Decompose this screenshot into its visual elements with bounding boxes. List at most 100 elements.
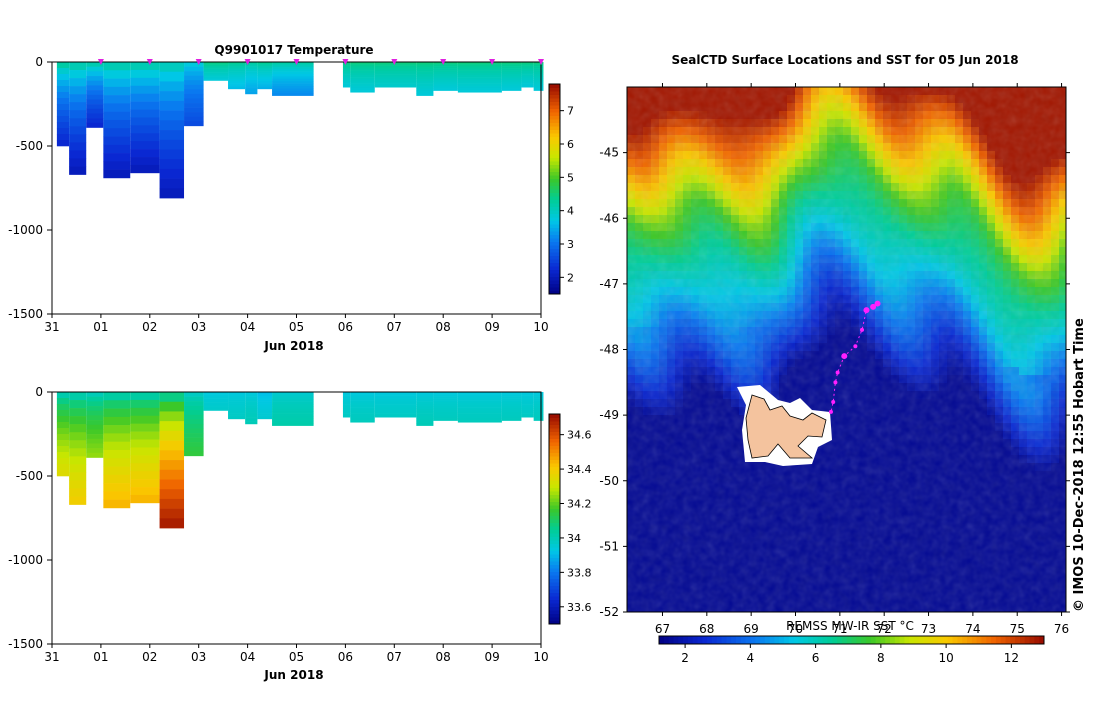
section-cell — [457, 79, 502, 82]
colorbar-segment — [549, 199, 560, 204]
section-cell — [433, 68, 458, 71]
colorbar-segment — [549, 280, 560, 284]
section-cell — [69, 150, 87, 159]
section-cell — [521, 63, 534, 66]
section-cell — [245, 403, 258, 406]
colorbar-segment — [549, 182, 560, 186]
section-cell — [228, 415, 246, 418]
section-cell — [501, 78, 522, 81]
section-cell — [533, 402, 544, 405]
sst-colorbar-segment — [678, 636, 684, 644]
section-cell — [521, 78, 534, 81]
colorbar-segment — [549, 112, 560, 116]
section-cell — [350, 411, 375, 414]
sst-colorbar-segment — [813, 636, 819, 644]
section-cell — [342, 406, 351, 409]
section-cell — [69, 118, 87, 127]
sst-colorbar-segment — [976, 636, 982, 644]
sst-colorbar-segment — [702, 636, 708, 644]
section-cell — [374, 63, 417, 66]
section-cell — [501, 68, 522, 71]
section-cell — [350, 404, 375, 408]
colorbar-segment — [549, 533, 560, 537]
section-cell — [103, 441, 131, 451]
section-cell — [159, 450, 185, 461]
section-cell — [416, 401, 434, 405]
colorbar-segment — [549, 122, 560, 127]
section-cell — [342, 69, 351, 72]
x-tick-label: 08 — [436, 650, 451, 664]
section-cell — [342, 408, 351, 411]
section-cell — [257, 416, 273, 420]
section-cell — [272, 418, 314, 422]
sst-colorbar-segment — [1005, 636, 1011, 644]
section-cell — [433, 62, 458, 65]
section-cell — [56, 470, 70, 477]
section-cell — [130, 109, 160, 118]
section-cell — [130, 399, 160, 409]
lat-tick-label: -52 — [599, 605, 619, 619]
section-cell — [521, 401, 534, 404]
sst-colorbar-segment — [1019, 636, 1026, 644]
section-cell — [159, 421, 185, 432]
sst-colorbar-segment — [971, 636, 978, 644]
colorbar-segment — [549, 276, 560, 281]
sst-colorbar-segment — [904, 636, 910, 644]
track-point — [835, 370, 840, 375]
section-cell — [501, 392, 522, 395]
sst-colorbar-segment — [885, 636, 891, 644]
colorbar-segment — [549, 610, 560, 614]
section-cell — [69, 94, 87, 103]
section-cell — [416, 413, 434, 417]
section-cell — [228, 413, 246, 416]
section-cell — [433, 84, 458, 87]
sst-colorbar-segment — [659, 636, 665, 644]
section-cell — [69, 166, 87, 175]
section-cell — [457, 64, 502, 67]
section-cell — [203, 406, 229, 409]
map-title: SealCTD Surface Locations and SST for 05… — [671, 53, 1018, 67]
salinity-cells — [56, 392, 544, 529]
section-cell — [533, 410, 544, 413]
section-cell — [184, 98, 204, 104]
section-cell — [86, 104, 104, 110]
section-cell — [130, 125, 160, 134]
colorbar-segment — [549, 119, 560, 123]
x-tick-label: 31 — [44, 650, 59, 664]
colorbar-segment — [549, 449, 560, 453]
section-cell — [433, 408, 458, 411]
section-cell — [159, 62, 185, 73]
section-cell — [86, 108, 104, 114]
section-cell — [103, 153, 131, 162]
section-cell — [56, 92, 70, 99]
section-cell — [56, 104, 70, 111]
temperature-cells — [56, 62, 544, 199]
section-cell — [56, 80, 70, 87]
section-cell — [203, 62, 229, 64]
section-cell — [342, 74, 351, 77]
section-cell — [103, 62, 131, 71]
section-cell — [69, 158, 87, 167]
section-cell — [69, 70, 87, 79]
colorbar-segment — [549, 494, 560, 499]
section-cell — [245, 91, 258, 95]
track-point — [833, 380, 838, 385]
section-cell — [228, 83, 246, 86]
section-cell — [272, 81, 314, 84]
section-cell — [159, 440, 185, 451]
section-cell — [272, 78, 314, 82]
section-cell — [501, 418, 522, 421]
colorbar-segment — [549, 126, 560, 130]
section-cell — [56, 434, 70, 441]
section-cell — [272, 408, 314, 412]
section-cell — [184, 116, 204, 122]
map-longitude-ticks: 67 68 69 70 71 72 73 74 75 76 — [655, 83, 1069, 636]
section-cell — [245, 419, 258, 422]
section-cell — [130, 62, 160, 71]
section-cell — [130, 471, 160, 480]
section-cell — [130, 447, 160, 456]
section-cell — [433, 396, 458, 399]
